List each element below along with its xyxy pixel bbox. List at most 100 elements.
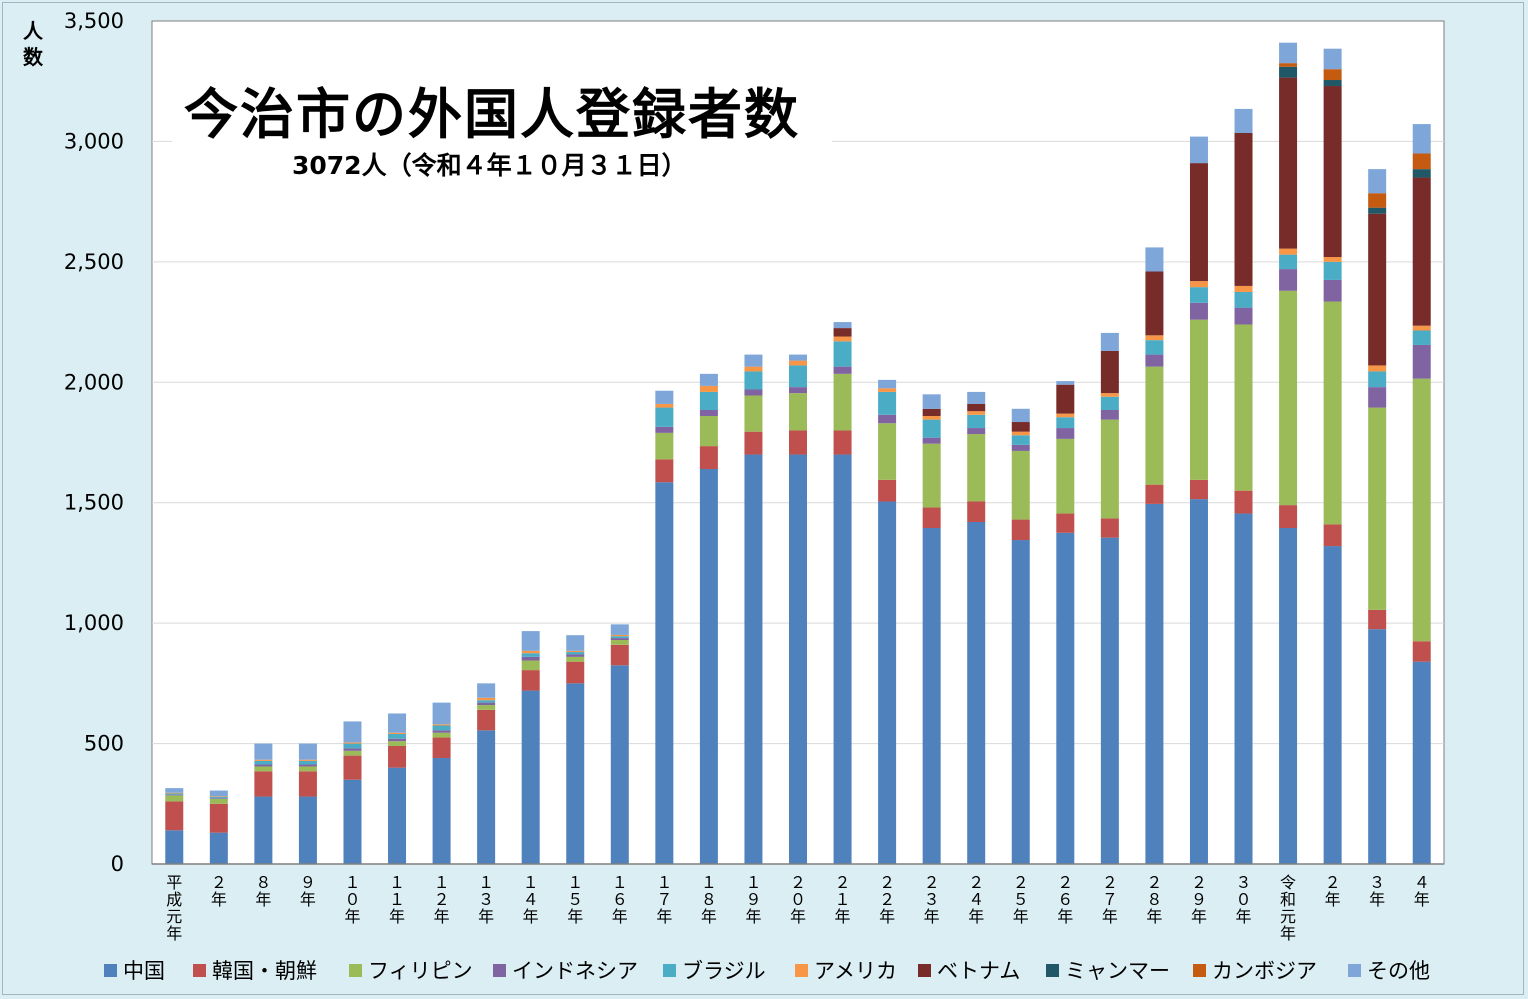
bar-segment <box>1412 641 1431 662</box>
bar-segment <box>1323 80 1342 87</box>
legend-label: インドネシア <box>512 959 638 983</box>
bar-segment <box>789 387 807 394</box>
x-tick-label: １３年 <box>478 873 494 926</box>
bar-segment <box>1189 479 1208 500</box>
bar-segment <box>610 624 629 635</box>
bar-segment <box>343 750 362 756</box>
bar-segment <box>343 755 362 780</box>
bar-segment <box>1412 330 1431 345</box>
bar-segment <box>1145 271 1164 336</box>
bar-segment <box>254 759 273 761</box>
legend-swatch <box>1193 964 1206 977</box>
bar-segment <box>744 431 763 455</box>
x-tick-label: ２８年 <box>1146 873 1162 926</box>
bar-segment <box>699 468 718 864</box>
bar-segment <box>967 434 986 502</box>
x-tick-label: １０年 <box>344 873 360 926</box>
bar-segment <box>1412 325 1431 331</box>
bar-segment <box>1011 540 1030 864</box>
bar-segment <box>165 793 184 795</box>
bar-segment <box>1234 513 1253 864</box>
y-tick-label: 2,000 <box>64 370 124 394</box>
bar-segment <box>610 644 629 666</box>
bar-segment <box>254 764 273 767</box>
legend-label: 中国 <box>123 959 165 983</box>
x-tick-label: ３０年 <box>1236 873 1252 926</box>
bar-segment <box>789 430 807 455</box>
bar-segment <box>566 683 585 864</box>
bar-segment <box>1279 528 1298 864</box>
bar-segment <box>1100 393 1119 397</box>
chart-subtitle: 3072人（令和４年１０月３１日） <box>292 151 687 180</box>
bar-segment <box>388 733 407 739</box>
bar-segment <box>209 832 228 864</box>
bar-segment <box>833 336 852 342</box>
bar-segment <box>699 409 718 417</box>
legend-label: ベトナム <box>937 959 1020 983</box>
bar-segment <box>1234 132 1253 286</box>
bar-segment <box>878 379 897 389</box>
bar-segment <box>254 743 273 760</box>
bar-segment <box>1412 378 1431 642</box>
bar-segment <box>1145 335 1164 341</box>
bar-segment <box>477 730 496 864</box>
bar-segment <box>343 742 362 744</box>
bar-segment <box>343 779 362 864</box>
bar-segment <box>566 661 585 684</box>
x-tick-label: ２年 <box>211 873 227 909</box>
bar-segment <box>967 411 986 415</box>
x-tick-label: 平成元年 <box>166 873 182 943</box>
bar-segment <box>1100 537 1119 864</box>
x-tick-label: ２年 <box>1325 873 1341 909</box>
bar-segment <box>1189 163 1208 282</box>
bar-segment <box>1412 661 1431 864</box>
bar-segment <box>1100 409 1119 420</box>
bar-segment <box>1145 484 1164 504</box>
legend-swatch <box>349 964 362 977</box>
bar-segment <box>388 745 407 768</box>
bar-segment <box>1011 431 1030 436</box>
bar-segment <box>922 408 941 417</box>
bar-segment <box>744 371 763 390</box>
bar-segment <box>1323 86 1342 258</box>
bar-segment <box>1412 124 1431 154</box>
bar-segment <box>1323 279 1342 302</box>
bar-segment <box>922 394 941 409</box>
x-tick-label: ２５年 <box>1013 873 1029 926</box>
bar-segment <box>655 482 674 864</box>
bar-segment <box>1368 407 1387 610</box>
legend-label: その他 <box>1367 959 1430 983</box>
y-tick-label: 1,000 <box>64 611 124 635</box>
bar-segment <box>1412 169 1431 178</box>
bar-segment <box>744 366 763 372</box>
bar-segment <box>1011 422 1030 432</box>
bar-segment <box>165 830 184 864</box>
bar-segment <box>1056 532 1075 864</box>
legend-swatch <box>493 964 506 977</box>
bar-segment <box>521 650 540 654</box>
bar-segment <box>388 738 407 742</box>
bar-segment <box>1056 513 1075 533</box>
bar-segment <box>1279 77 1298 249</box>
bar-segment <box>833 454 852 864</box>
bar-segment <box>1100 518 1119 538</box>
legend-label: ミャンマー <box>1065 959 1170 983</box>
bar-segment <box>1368 387 1387 408</box>
bar-segment <box>1323 48 1342 70</box>
bar-segment <box>833 430 852 455</box>
y-tick-label: 500 <box>84 732 124 756</box>
bar-segment <box>566 635 585 651</box>
bar-segment <box>209 796 228 798</box>
chart-title: 今治市の外国人登録者数 <box>184 83 800 146</box>
bar-segment <box>477 702 496 706</box>
bar-segment <box>1100 350 1119 394</box>
bar-segment <box>1011 408 1030 423</box>
y-tick-label: 1,500 <box>64 491 124 515</box>
bar-segment <box>298 760 317 765</box>
x-tick-label: ８年 <box>255 873 271 909</box>
x-tick-label: ２２年 <box>879 873 895 926</box>
bar-segment <box>1145 354 1164 367</box>
bar-segment <box>878 479 897 502</box>
x-tick-label: １６年 <box>612 873 628 926</box>
bar-segment <box>1279 290 1298 506</box>
